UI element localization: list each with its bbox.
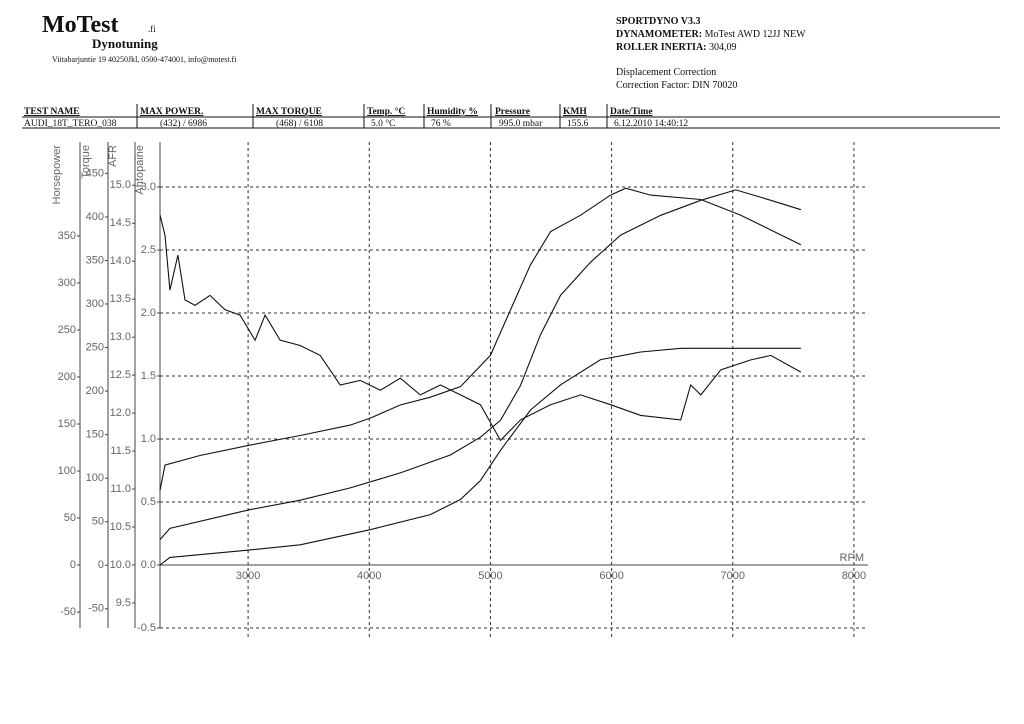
y-tick-label: 250	[58, 324, 76, 336]
x-tick-label: 8000	[842, 570, 866, 582]
column-header: MAX POWER.	[140, 107, 203, 117]
table-cell: 995.0 mbar	[499, 119, 543, 129]
y-tick-label: -50	[88, 603, 104, 615]
y-tick-label: 2.0	[141, 307, 156, 319]
x-tick-label: 4000	[357, 570, 381, 582]
dynamometer: DYNAMOMETER: MoTest AWD 12JJ NEW	[616, 29, 806, 40]
y-tick-label: 13.0	[110, 331, 131, 343]
y-tick-label: 300	[58, 277, 76, 289]
y-tick-label: 10.5	[110, 521, 131, 533]
y-tick-label: 9.5	[116, 597, 131, 609]
y-tick-label: 1.5	[141, 370, 156, 382]
column-header: Humidity %	[427, 107, 478, 117]
x-axis-title: RPM	[840, 552, 864, 564]
dynamometer-value: MoTest AWD 12JJ NEW	[705, 29, 807, 40]
x-tick-label: 5000	[478, 570, 502, 582]
y-tick-label: 50	[92, 516, 104, 528]
inertia-label: ROLLER INERTIA:	[616, 42, 707, 53]
x-tick-label: 6000	[599, 570, 623, 582]
table-cell: 6.12.2010 14:40:12	[614, 119, 688, 129]
x-tick-label: 7000	[721, 570, 745, 582]
y-tick-label: 100	[58, 465, 76, 477]
dynamometer-label: DYNAMOMETER:	[616, 29, 702, 40]
y-tick-label: 0	[98, 559, 104, 571]
inertia: ROLLER INERTIA: 304,09	[616, 42, 737, 53]
y-axis-title: Ahtopaine	[134, 145, 146, 195]
column-header: MAX TORQUE	[256, 107, 322, 117]
y-tick-label: 14.5	[110, 217, 131, 229]
y-tick-label: 0	[70, 559, 76, 571]
y-tick-label: 50	[64, 512, 76, 524]
y-tick-label: 12.0	[110, 407, 131, 419]
curve	[159, 214, 802, 442]
y-tick-label: 300	[86, 298, 104, 310]
y-tick-label: 0.0	[141, 559, 156, 571]
table-cell: (432) / 6986	[160, 118, 207, 129]
y-axis-title: AFR	[107, 145, 119, 167]
table-cell: (468) / 6108	[276, 118, 323, 129]
x-tick-label: 3000	[236, 570, 260, 582]
column-header: TEST NAME	[24, 107, 80, 117]
y-tick-label: 1.0	[141, 433, 156, 445]
y-tick-label: 200	[86, 385, 104, 397]
y-tick-label: 0.5	[141, 496, 156, 508]
y-tick-label: 150	[58, 418, 76, 430]
correction: Displacement Correction	[616, 67, 716, 78]
y-tick-label: 3.0	[141, 181, 156, 193]
y-tick-label: 12.5	[110, 369, 131, 381]
table-cell: 5.0 °C	[371, 118, 395, 129]
subtitle: Dynotuning	[92, 36, 158, 51]
y-axis-title: Torque	[80, 145, 92, 179]
y-tick-label: 10.0	[110, 559, 131, 571]
column-header: Date/Time	[610, 107, 653, 117]
y-tick-label: 14.0	[110, 255, 131, 267]
curve	[159, 187, 802, 491]
y-tick-label: 150	[86, 429, 104, 441]
y-tick-label: 450	[86, 167, 104, 179]
dyno-chart: Horsepower -50 0 50 100 150 200 250 300 350 Torque…	[51, 142, 868, 638]
column-header: Pressure	[495, 107, 530, 117]
logo-suffix: .fi	[148, 24, 156, 34]
y-tick-label: 200	[58, 371, 76, 383]
table-cell: AUDI_18T_TERO_038	[24, 119, 117, 129]
y-tick-label: -0.5	[137, 622, 156, 634]
y-tick-label: 250	[86, 341, 104, 353]
curve	[159, 189, 802, 540]
y-tick-label: 11.0	[110, 483, 131, 495]
y-axis-title: Horsepower	[51, 145, 63, 205]
y-tick-label: 350	[86, 254, 104, 266]
logo: MoTest	[42, 12, 118, 38]
y-tick-label: 15.0	[110, 179, 131, 191]
inertia-value: 304,09	[709, 42, 737, 53]
table-cell: 76 %	[431, 119, 451, 129]
correction-factor: Correction Factor: DIN 70020	[616, 80, 737, 91]
y-tick-label: 2.5	[141, 244, 156, 256]
curve	[159, 347, 801, 566]
y-tick-label: 100	[86, 472, 104, 484]
column-header: Temp. °C	[367, 106, 405, 117]
y-tick-label: 11.5	[110, 445, 131, 457]
table-cell: 155.6	[567, 119, 589, 129]
address: Viitabarjuntie 19 40250Jkl, 0500-474001,…	[52, 55, 237, 64]
column-header: KMH	[563, 107, 587, 117]
y-tick-label: 350	[58, 230, 76, 242]
y-tick-label: 13.5	[110, 293, 131, 305]
results-table: TEST NAME MAX POWER. MAX TORQUE Temp. °C Hum…	[22, 104, 1000, 129]
y-tick-label: 400	[86, 211, 104, 223]
y-tick-label: -50	[60, 606, 76, 618]
software: SPORTDYNO V3.3	[616, 16, 700, 27]
